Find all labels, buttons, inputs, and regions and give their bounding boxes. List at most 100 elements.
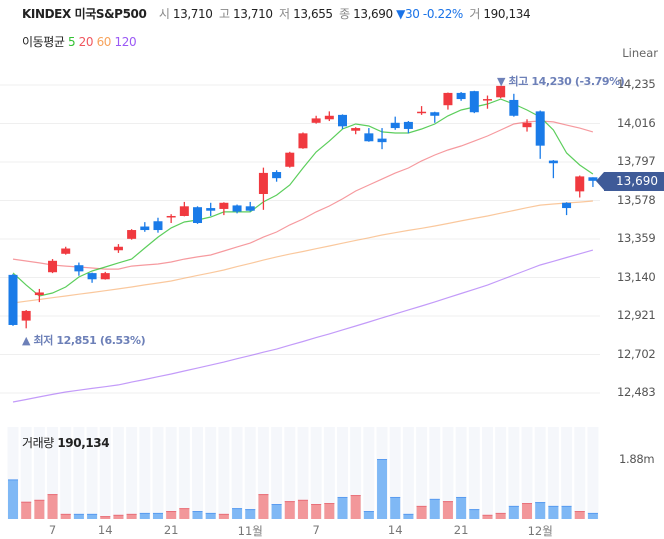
volume-bar xyxy=(337,496,348,519)
volume-bar-cap xyxy=(495,512,506,514)
volume-column-bg xyxy=(86,427,98,519)
candle-down xyxy=(87,273,97,280)
ma-60-legend[interactable]: 60 xyxy=(96,35,112,49)
candle-down xyxy=(390,122,400,129)
volume-bar-cap xyxy=(469,509,480,511)
volume-column-bg xyxy=(455,427,467,519)
volume-bar-cap xyxy=(377,459,388,460)
moving-average-legend[interactable]: 이동평균 5 20 60 120 xyxy=(22,33,137,50)
volume-column-bg xyxy=(534,427,546,519)
x-axis-label: 7 xyxy=(48,523,57,537)
volume-bar xyxy=(232,508,243,519)
volume-value: 190,134 xyxy=(483,7,531,21)
candle-up xyxy=(417,111,427,114)
volume-column-bg xyxy=(271,427,283,519)
high-annotation: ▼ 최고 14,230 (-3.79%) xyxy=(497,75,625,88)
low-value: 13,655 xyxy=(293,7,333,21)
volume-bar-cap xyxy=(284,501,295,503)
volume-bar-cap xyxy=(8,479,18,481)
ma60-line xyxy=(12,200,593,304)
volume-bar xyxy=(363,511,374,519)
close-value: 13,690 xyxy=(353,7,393,21)
candle-down xyxy=(562,202,572,209)
candle-down xyxy=(232,205,242,212)
volume-column-bg xyxy=(20,427,32,519)
candle-up xyxy=(482,99,492,101)
candle-up xyxy=(522,122,532,128)
volume-bar-cap xyxy=(73,513,84,515)
volume-title-label: 거래량 xyxy=(22,436,54,450)
volume-bar xyxy=(113,514,124,519)
volume-column-bg xyxy=(47,427,59,519)
volume-column-bg xyxy=(547,427,559,519)
high-label: 고 xyxy=(218,7,230,21)
x-axis-label: 11월 xyxy=(237,524,263,538)
volume-column-bg xyxy=(284,427,296,519)
candle-down xyxy=(74,265,84,272)
x-axis-label: 14 xyxy=(97,523,113,537)
volume-bar-cap xyxy=(126,513,137,515)
volume-bar xyxy=(574,511,585,519)
volume-bar xyxy=(429,498,440,519)
y-axis-label: 13,578 xyxy=(617,192,656,207)
x-axis-label: 21 xyxy=(453,523,469,537)
volume-bar-cap xyxy=(47,494,58,496)
ma-5-legend[interactable]: 5 xyxy=(67,35,76,49)
volume-bar xyxy=(324,503,335,519)
ma-legend-label: 이동평균 xyxy=(22,35,65,49)
candle-down xyxy=(245,206,255,211)
scale-mode-toggle[interactable]: Linear xyxy=(622,46,658,60)
volume-bar xyxy=(297,499,308,519)
candle-down xyxy=(469,91,479,113)
open-value: 13,710 xyxy=(172,7,213,21)
volume-bar xyxy=(87,513,98,519)
volume-bar xyxy=(258,494,269,519)
volume-bar-cap xyxy=(258,494,269,496)
volume-bar-cap xyxy=(232,508,243,510)
x-axis-label: 7 xyxy=(312,523,320,537)
ma-20-legend[interactable]: 20 xyxy=(78,35,94,49)
candle-up xyxy=(575,176,585,192)
volume-column-bg xyxy=(33,427,45,519)
volume-column-bg xyxy=(7,427,19,519)
volume-column-bg xyxy=(402,427,414,519)
volume-bar-cap xyxy=(60,513,71,515)
candle-up xyxy=(166,215,176,218)
open-label: 시 xyxy=(158,7,170,21)
candle-up xyxy=(443,92,453,106)
y-axis-label: 14,016 xyxy=(617,115,656,130)
volume-bar xyxy=(21,501,32,519)
candle-up xyxy=(21,310,31,321)
y-axis-label: 12,483 xyxy=(617,385,656,400)
candle-up xyxy=(219,202,229,209)
ma-120-legend[interactable]: 120 xyxy=(114,35,137,49)
y-axis-label: 12,921 xyxy=(617,308,656,322)
volume-bar xyxy=(350,495,361,519)
volume-bar xyxy=(311,504,322,519)
volume-bar-cap xyxy=(113,514,124,516)
volume-bar xyxy=(60,513,71,519)
volume-bar xyxy=(416,505,427,519)
volume-bar-cap xyxy=(363,511,374,513)
volume-column-bg xyxy=(574,427,586,519)
candle-down xyxy=(193,207,203,224)
volume-bar-cap xyxy=(218,513,229,515)
volume-bar xyxy=(548,505,559,519)
volume-title-value: 190,134 xyxy=(57,436,110,450)
volume-bar xyxy=(100,516,111,519)
volume-column-bg xyxy=(60,427,72,519)
volume-bar-cap xyxy=(535,502,546,504)
volume-bar-cap xyxy=(390,496,401,498)
volume-column-bg xyxy=(389,427,401,519)
volume-bar-cap xyxy=(522,503,533,505)
volume-bar-cap xyxy=(350,495,361,497)
volume-bar xyxy=(192,511,203,519)
candle-up xyxy=(351,128,361,131)
volume-bar xyxy=(179,508,190,519)
candle-down xyxy=(509,99,519,116)
volume-bar-cap xyxy=(179,508,190,510)
candle-up xyxy=(48,260,58,273)
ma20-line xyxy=(12,120,594,270)
ma5-line xyxy=(12,98,594,297)
